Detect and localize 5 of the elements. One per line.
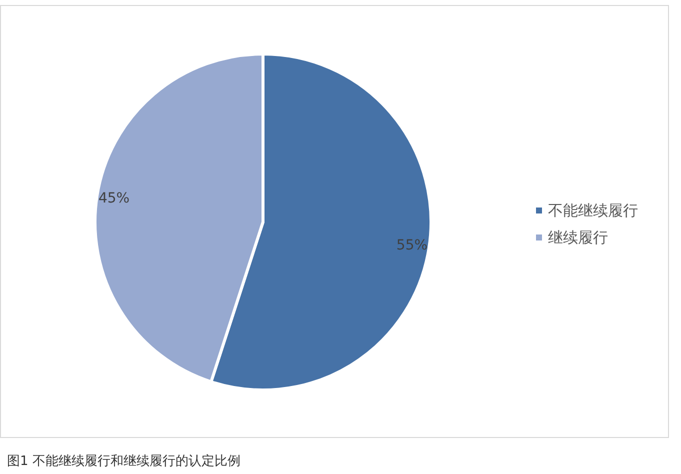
data-label: 55% [396,238,428,254]
legend-label: 继续履行 [548,228,608,246]
data-label: 45% [98,190,130,206]
legend-label: 不能继续履行 [548,202,638,220]
caption: 图1 不能继续履行和继续履行的认定比例 [7,453,240,470]
